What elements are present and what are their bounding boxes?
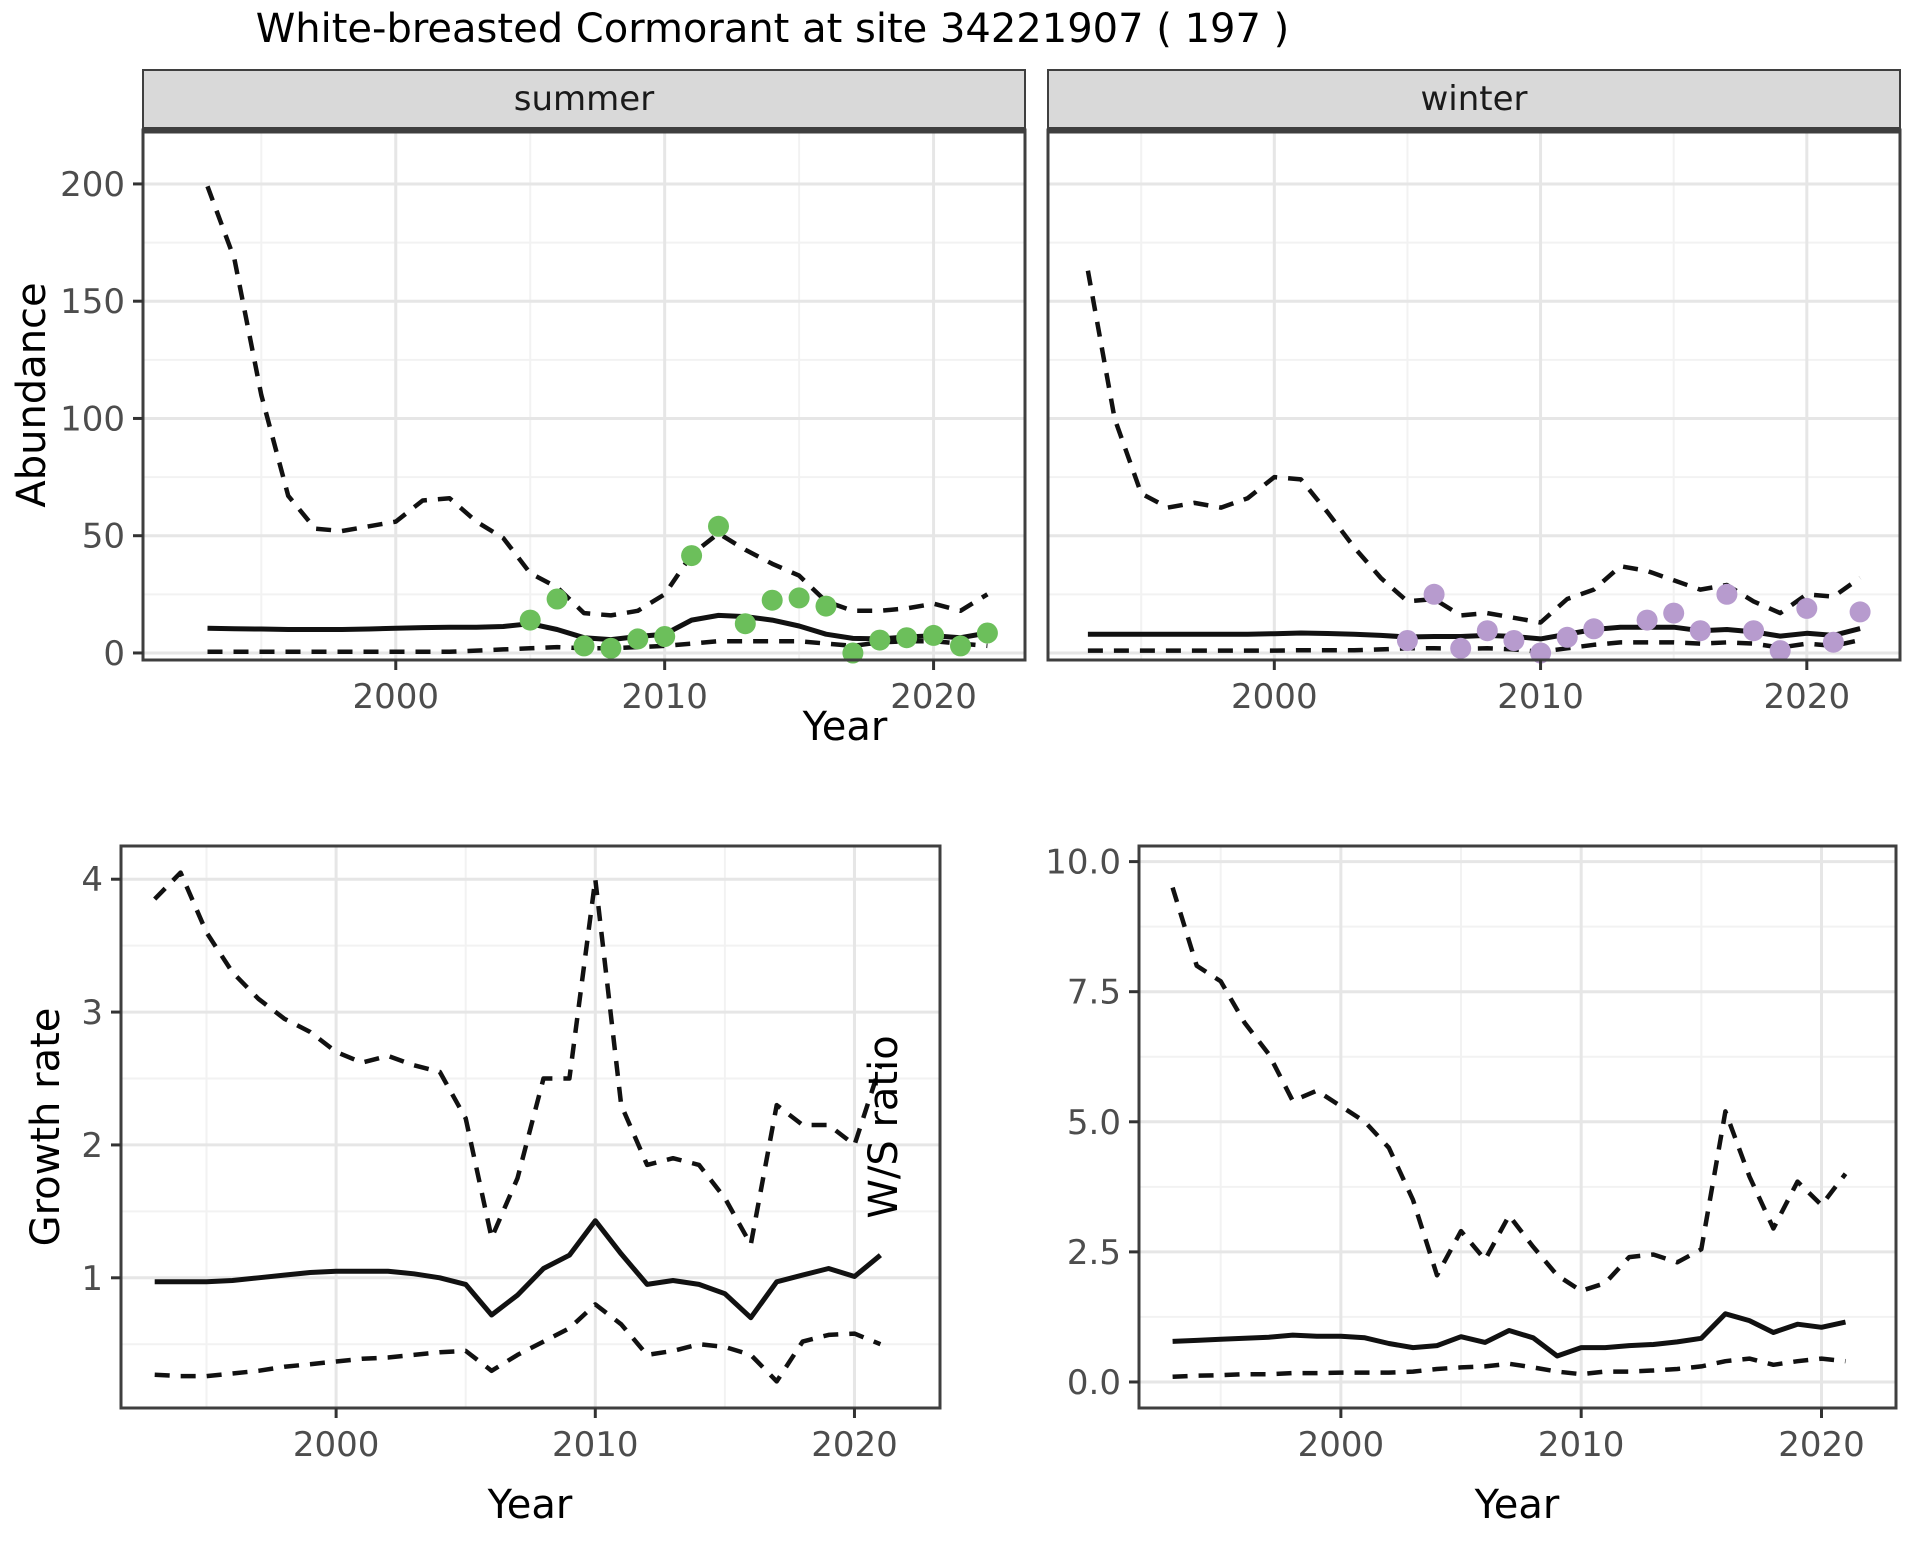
- data-point-observed-counts-summer: [519, 609, 541, 631]
- data-point-observed-counts-summer: [600, 637, 622, 659]
- data-point-observed-counts-winter: [1689, 620, 1711, 642]
- x-tick-label: 2020: [1778, 1425, 1865, 1465]
- facet-strip-summer-label: summer: [513, 79, 655, 119]
- data-point-observed-counts-winter: [1663, 602, 1685, 624]
- data-point-observed-counts-winter: [1423, 583, 1445, 605]
- panel-bg-abundance-summer: [143, 130, 1025, 660]
- x-tick-label: 2000: [293, 1425, 380, 1465]
- series-upper-ci-ws-ratio: [1170, 886, 1848, 1294]
- y-axis-title-ws-ratio: W/S ratio: [861, 1035, 907, 1219]
- data-point-observed-counts-winter: [1636, 609, 1658, 631]
- y-tick-label: 4: [81, 860, 103, 900]
- facet-strip-summer: summer: [143, 70, 1025, 128]
- y-tick-label: 100: [60, 399, 125, 439]
- data-point-observed-counts-summer: [842, 642, 864, 664]
- series-lower-ci-ws-ratio: [1172, 1356, 1846, 1380]
- data-point-observed-counts-summer: [654, 626, 676, 647]
- x-tick-label: 2020: [1764, 677, 1851, 717]
- x-axis-title-ws-ratio: Year: [1474, 1482, 1560, 1528]
- y-tick-label: 1: [81, 1259, 103, 1299]
- data-point-observed-counts-winter: [1583, 618, 1605, 640]
- data-point-observed-counts-winter: [1769, 640, 1791, 662]
- y-tick-label: 3: [81, 993, 103, 1033]
- facet-strip-winter-label: winter: [1420, 79, 1528, 119]
- data-point-observed-counts-summer: [976, 622, 998, 644]
- x-tick-label: 2020: [811, 1425, 898, 1465]
- data-point-observed-counts-winter: [1450, 637, 1472, 659]
- data-point-observed-counts-summer: [573, 635, 595, 657]
- data-point-observed-counts-summer: [627, 628, 649, 650]
- y-tick-label: 2: [81, 1126, 103, 1166]
- data-point-observed-counts-winter: [1796, 597, 1818, 619]
- data-point-observed-counts-winter: [1743, 620, 1765, 642]
- panel-border-ws-ratio: [1137, 844, 1898, 1410]
- data-point-observed-counts-summer: [788, 587, 810, 609]
- x-tick-label: 2010: [552, 1425, 639, 1465]
- y-tick-label: 10.0: [1045, 843, 1121, 883]
- panel-bg-abundance-winter: [1048, 130, 1900, 660]
- y-tick-label: 200: [60, 165, 125, 205]
- data-point-observed-counts-summer: [761, 589, 783, 611]
- data-point-observed-counts-winter: [1556, 626, 1578, 648]
- y-tick-label: 150: [60, 282, 125, 322]
- facet-strip-rect: [1047, 69, 1901, 129]
- data-point-observed-counts-winter: [1530, 642, 1552, 664]
- series-upper-ci-growth-rate: [153, 870, 883, 1247]
- series-median-abundance-summer: [207, 612, 988, 643]
- data-point-observed-counts-winter: [1849, 601, 1871, 623]
- x-tick-label: 2010: [621, 677, 708, 717]
- series-upper-ci-abundance-summer: [205, 185, 989, 618]
- y-axis-title-abundance: Abundance: [9, 282, 55, 508]
- y-tick-label: 0: [103, 634, 125, 674]
- x-tick-label: 2010: [1538, 1425, 1625, 1465]
- series-median-abundance-winter: [1087, 624, 1861, 642]
- panel-border-growth-rate: [119, 844, 942, 1410]
- data-point-observed-counts-summer: [708, 515, 729, 537]
- x-tick-label: 2020: [890, 677, 977, 717]
- panel-bg-ws-ratio: [1139, 846, 1896, 1408]
- data-point-observed-counts-summer: [734, 613, 756, 635]
- data-point-observed-counts-summer: [681, 545, 703, 567]
- y-tick-label: 5.0: [1067, 1103, 1121, 1143]
- x-tick-label: 2000: [1298, 1425, 1385, 1465]
- data-point-observed-counts-winter: [1396, 630, 1418, 651]
- data-point-observed-counts-summer: [896, 627, 918, 649]
- data-point-observed-counts-summer: [869, 629, 891, 651]
- facet-strip-rect: [142, 69, 1026, 129]
- series-lower-ci-growth-rate: [154, 1302, 882, 1384]
- series-median-ws-ratio: [1172, 1311, 1847, 1359]
- data-point-observed-counts-summer: [815, 595, 837, 617]
- chart-title: White-breasted Cormorant at site 3422190…: [255, 6, 1290, 52]
- x-axis-title-top: Year: [802, 704, 888, 750]
- x-tick-label: 2000: [353, 677, 440, 717]
- series-median-growth-rate: [154, 1218, 882, 1321]
- x-tick-label: 2000: [1231, 677, 1318, 717]
- data-point-observed-counts-summer: [546, 588, 568, 610]
- y-tick-label: 50: [82, 517, 125, 557]
- x-axis-title-growth-rate: Year: [487, 1482, 573, 1528]
- data-point-observed-counts-summer: [950, 635, 971, 657]
- y-axis-title-growth-rate: Growth rate: [23, 1007, 69, 1247]
- data-point-observed-counts-winter: [1822, 631, 1844, 653]
- data-point-observed-counts-winter: [1503, 630, 1525, 651]
- y-tick-label: 7.5: [1067, 973, 1121, 1013]
- x-tick-label: 2010: [1497, 677, 1584, 717]
- y-tick-label: 2.5: [1067, 1233, 1121, 1273]
- facet-strip-winter: winter: [1048, 70, 1900, 128]
- data-point-observed-counts-winter: [1716, 583, 1738, 605]
- data-point-observed-counts-summer: [923, 624, 945, 646]
- y-tick-label: 0.0: [1067, 1363, 1121, 1403]
- data-point-observed-counts-winter: [1476, 620, 1498, 642]
